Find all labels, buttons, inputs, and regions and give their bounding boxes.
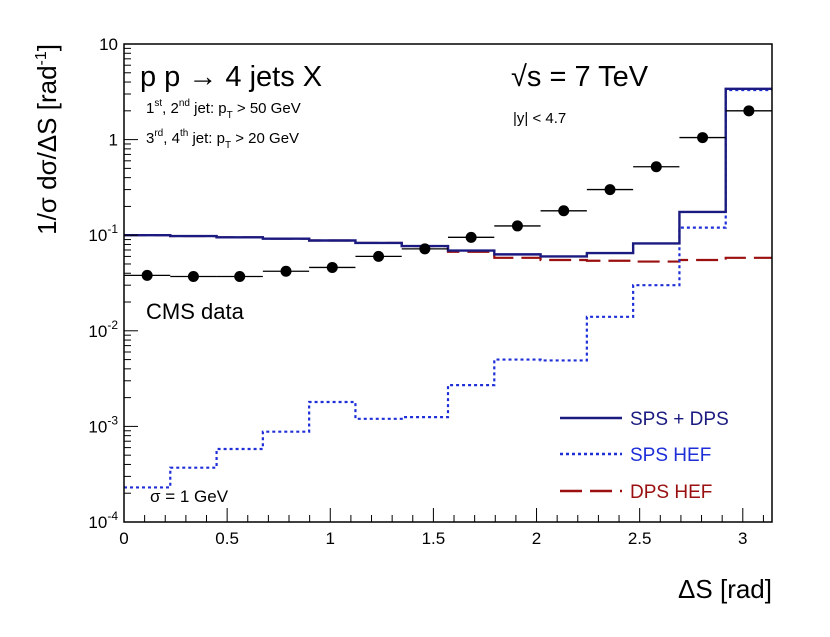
- data-point: [187, 270, 199, 282]
- data-point: [558, 205, 570, 217]
- series-line-sps-hef: [124, 88, 772, 489]
- y-tick-label: 10-3: [88, 413, 118, 436]
- data-point: [280, 265, 292, 277]
- cms-data-label: CMS data: [146, 299, 245, 324]
- x-tick-label: 2.5: [628, 529, 652, 548]
- y-tick-label: 10: [99, 35, 118, 54]
- data-point: [465, 231, 477, 243]
- data-point: [697, 132, 709, 144]
- y-axis: 10-4 10-3 10-2 10-1 1 10: [88, 35, 138, 532]
- x-axis: 0 0.5 1 1.5 2 2.5 3: [119, 508, 764, 548]
- x-tick-label: 2: [532, 529, 541, 548]
- plot-frame: [123, 43, 773, 523]
- legend-label-sps-hef: SPS HEF: [630, 445, 711, 466]
- data-point: [650, 161, 662, 173]
- data-point: [419, 243, 431, 255]
- y-axis-title-sup: -1: [33, 51, 50, 65]
- x-tick-label: 3: [738, 529, 747, 548]
- data-point: [141, 269, 153, 281]
- plot-content: [124, 87, 772, 489]
- legend-label-sps-dps: SPS + DPS: [630, 409, 729, 430]
- x-tick-label: 0.5: [215, 529, 239, 548]
- y-axis-title-main: 1/σ dσ/ΔS [rad: [32, 65, 62, 234]
- y-axis-title: 1/σ dσ/ΔS [rad-1]: [32, 44, 62, 235]
- jet-cut-1-label: 1st, 2nd jet: pT > 50 GeV: [146, 98, 301, 121]
- data-point: [373, 250, 385, 262]
- x-tick-label: 1.5: [422, 529, 446, 548]
- rapidity-label: |y| < 4.7: [513, 110, 566, 127]
- y-tick-label: 10-4: [88, 509, 118, 532]
- jet-cut-2-label: 3rd, 4th jet: pT > 20 GeV: [146, 128, 299, 151]
- legend: SPS + DPS SPS HEF DPS HEF: [560, 409, 729, 503]
- y-tick-label: 10-2: [88, 318, 118, 341]
- legend-label-dps-hef: DPS HEF: [630, 482, 712, 503]
- y-tick-label: 1: [109, 131, 118, 150]
- data-point: [511, 220, 523, 232]
- x-axis-title: ΔS [rad]: [678, 574, 772, 604]
- y-tick-label: 10-1: [88, 222, 118, 245]
- data-point: [326, 261, 338, 273]
- data-point: [743, 105, 755, 117]
- data-point: [234, 270, 246, 282]
- energy-label: √s = 7 TeV: [511, 61, 649, 93]
- sigma-label: σ = 1 GeV: [150, 487, 229, 506]
- data-point: [604, 184, 616, 196]
- x-tick-label: 0: [119, 529, 128, 548]
- process-label: p p → 4 jets X: [140, 61, 322, 93]
- y-axis-title-close: ]: [32, 44, 62, 51]
- x-tick-label: 1: [326, 529, 335, 548]
